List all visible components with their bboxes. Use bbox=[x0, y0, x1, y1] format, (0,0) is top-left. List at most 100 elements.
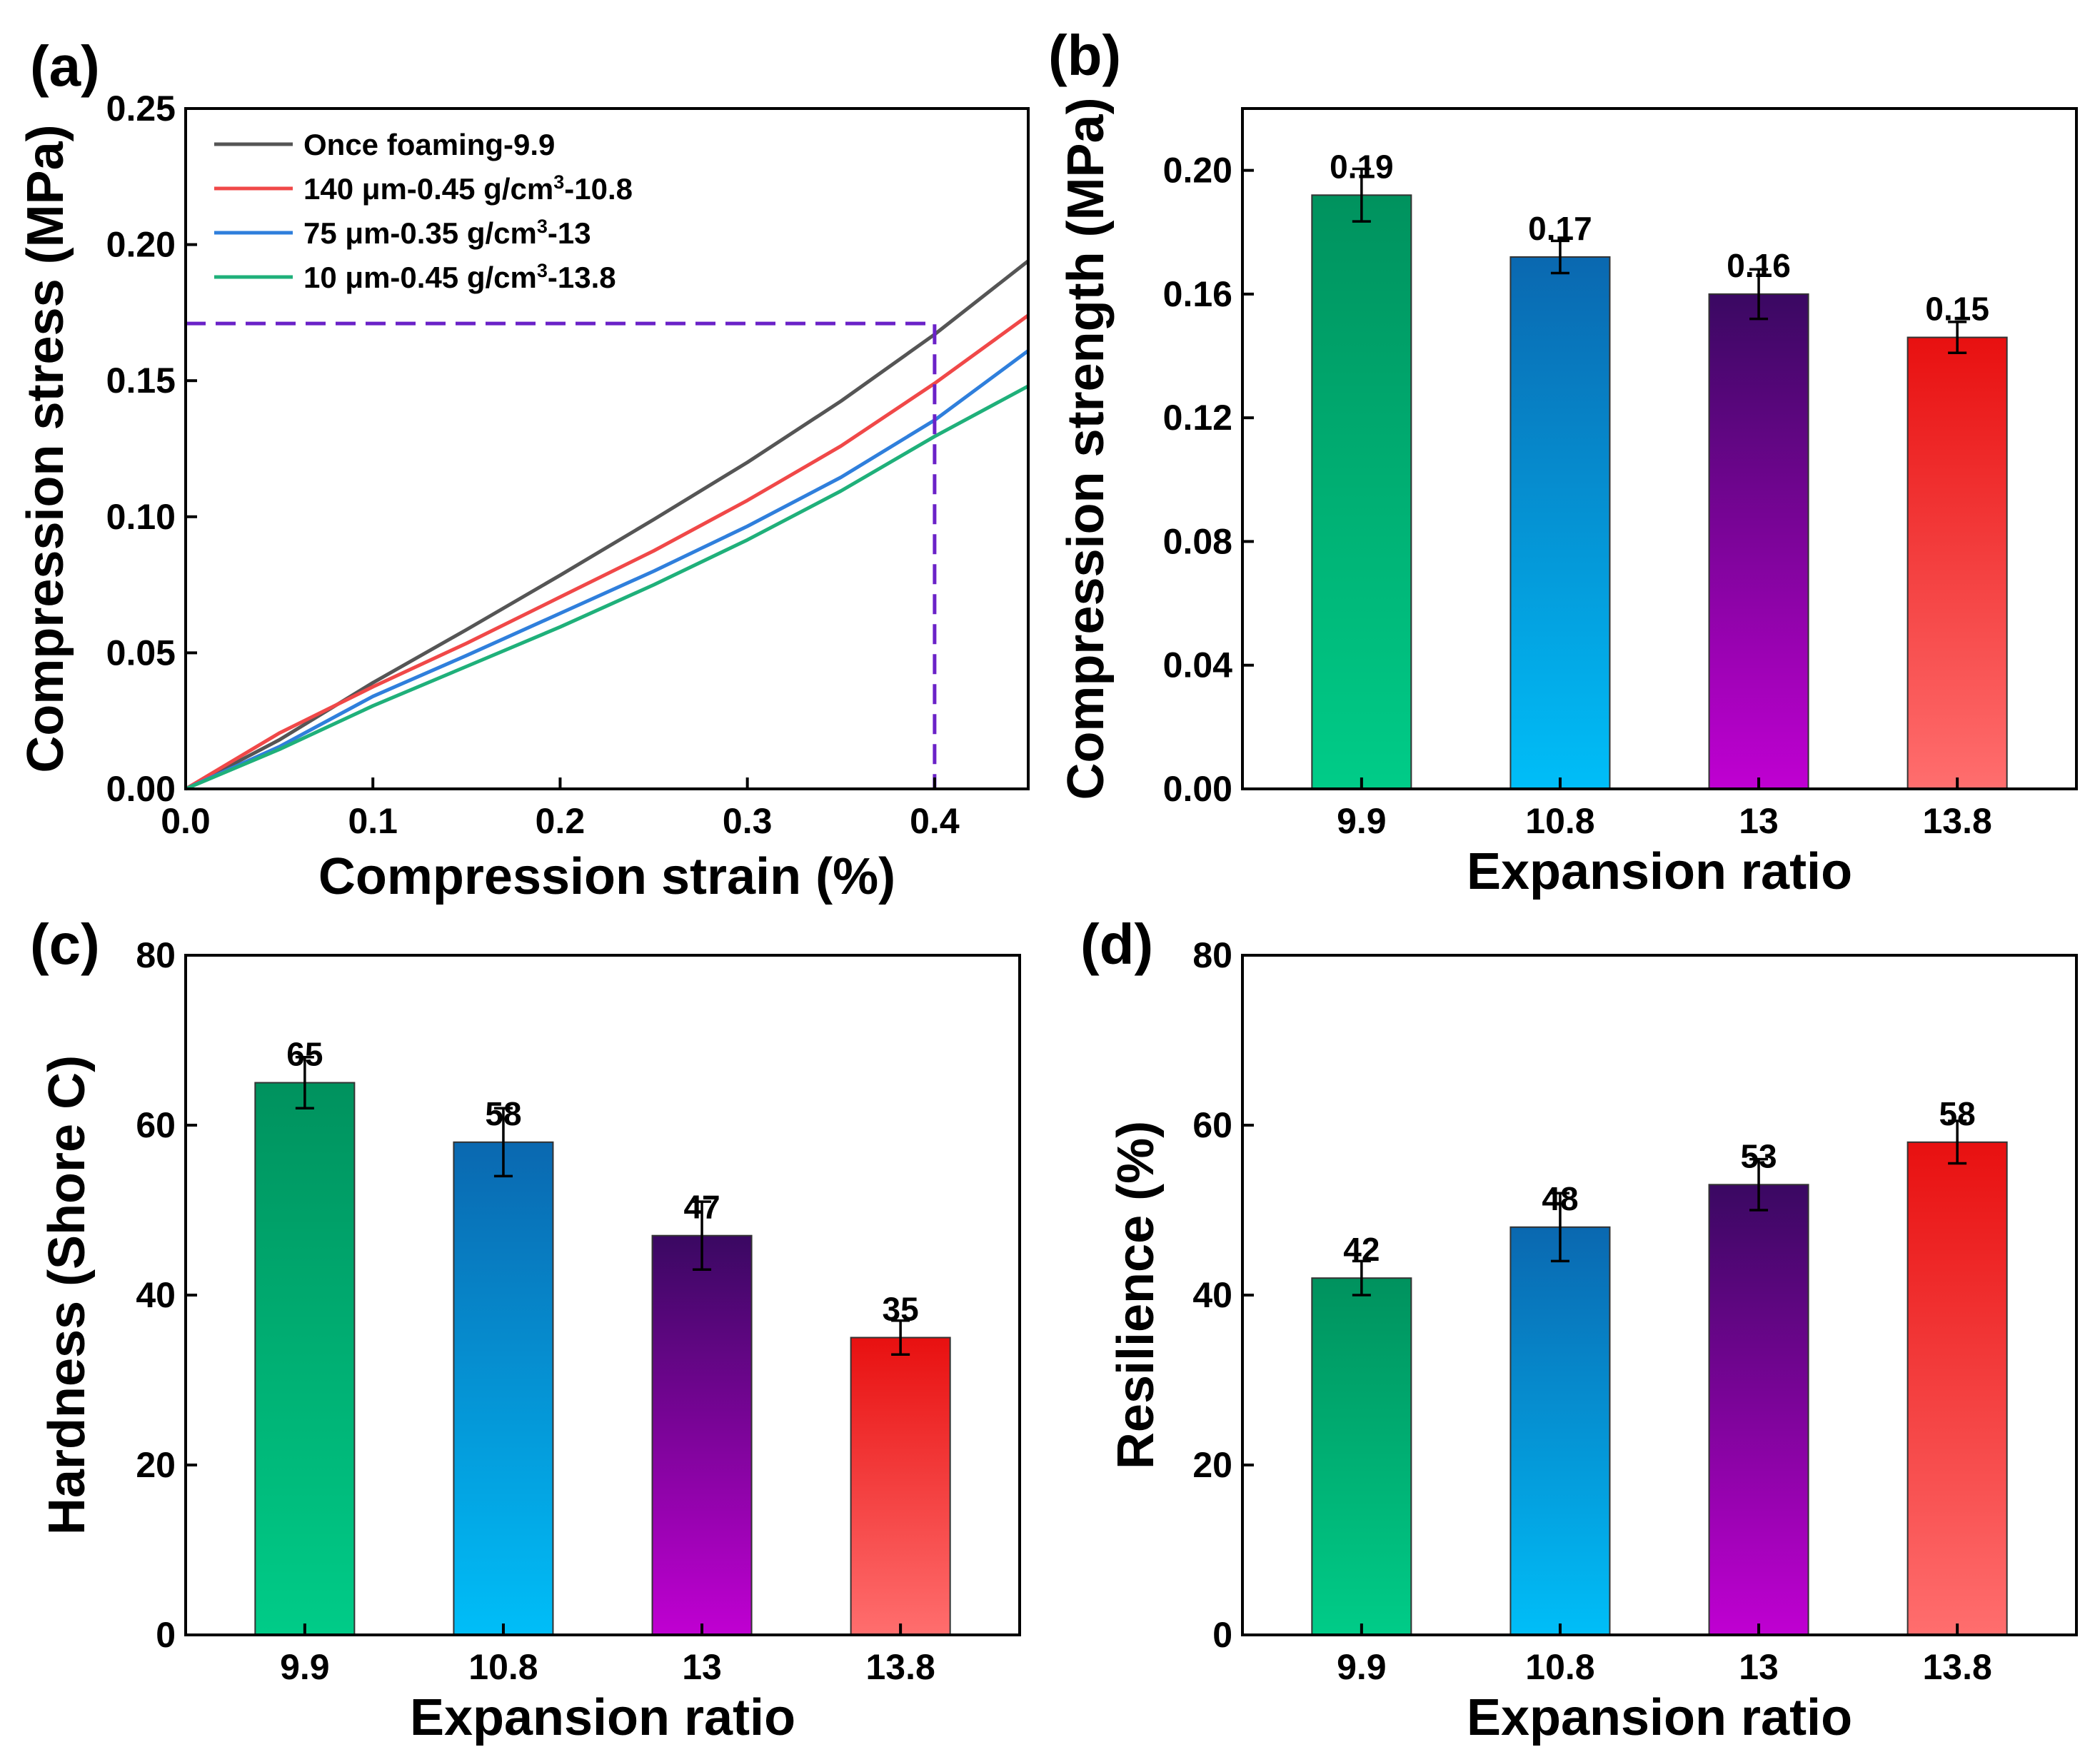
legend-label-4: 10 μm-0.45 g/cm3-13.8 bbox=[303, 260, 616, 294]
legend: Once foaming-9.9 140 μm-0.45 g/cm3-10.8 75… bbox=[214, 128, 633, 294]
panel-c-xtick-label: 13.8 bbox=[865, 1647, 935, 1687]
series-line-3 bbox=[184, 349, 1030, 791]
panel-b-xtick-label: 13 bbox=[1739, 801, 1779, 841]
panel-b-xtick-label: 13.8 bbox=[1922, 801, 1991, 841]
value-label: 0.19 bbox=[1330, 148, 1394, 185]
bar-13 bbox=[651, 1234, 753, 1636]
panel-d-letter: (d) bbox=[1080, 912, 1153, 976]
panel-c-xtick-label: 10.8 bbox=[468, 1647, 538, 1687]
error-bar bbox=[493, 1107, 513, 1178]
panel-a-xtick-label: 0.4 bbox=[910, 801, 960, 841]
panel-c-xtick-label: 9.9 bbox=[280, 1647, 330, 1687]
bar-10-8 bbox=[1509, 256, 1611, 790]
series-line-1 bbox=[184, 259, 1030, 791]
panel-d-xtick-label: 13 bbox=[1739, 1647, 1779, 1687]
series-line-2 bbox=[184, 313, 1030, 791]
panel-c-ytick-label: 0 bbox=[156, 1615, 176, 1655]
error-bar bbox=[693, 1200, 712, 1272]
error-bar bbox=[1948, 1119, 1967, 1165]
panel-d-xtick-label: 13.8 bbox=[1922, 1647, 1991, 1687]
panel-a-ytick-label: 0.00 bbox=[106, 769, 176, 809]
value-label: 42 bbox=[1343, 1231, 1380, 1268]
panel-c-letter: (c) bbox=[30, 912, 100, 976]
value-label: 53 bbox=[1740, 1137, 1777, 1174]
bar-13 bbox=[1708, 293, 1809, 790]
panel-b-ytick-label: 0.08 bbox=[1163, 521, 1232, 561]
panel-b-axes-frame bbox=[1241, 107, 2078, 790]
panel-d-ytick-label: 40 bbox=[1192, 1275, 1232, 1315]
panel-b-ytick-label: 0.12 bbox=[1163, 398, 1232, 438]
panel-b-letter: (b) bbox=[1048, 24, 1121, 87]
bar-13-8 bbox=[1906, 336, 2008, 790]
bar-13 bbox=[1708, 1184, 1809, 1636]
value-label: 48 bbox=[1542, 1180, 1578, 1217]
panel-c-ytick-label: 20 bbox=[136, 1445, 176, 1485]
error-bar bbox=[1749, 1157, 1769, 1212]
panel-a-xtick-label: 0.3 bbox=[723, 801, 773, 841]
panel-d-ytick-label: 60 bbox=[1192, 1105, 1232, 1145]
panel-b-xlabel: Expansion ratio bbox=[1467, 843, 1852, 900]
panel-b-ytick-label: 0.20 bbox=[1163, 151, 1232, 191]
panel-c: 65 9.9 58 10.8 47 13 35 13.8 0 20 40 60 80 (c) Expansi… bbox=[30, 912, 1021, 1746]
panel-a-ylabel: Compression stress (MPa) bbox=[17, 124, 74, 772]
panel-a-ytick-label: 0.15 bbox=[106, 361, 176, 401]
guide-dashed-line bbox=[186, 321, 937, 789]
bar-9-9 bbox=[1311, 194, 1412, 790]
panel-a-xtick-label: 0.1 bbox=[348, 801, 398, 841]
error-bar bbox=[1352, 1259, 1371, 1297]
value-label: 35 bbox=[883, 1291, 919, 1328]
panel-b-ytick-label: 0.00 bbox=[1163, 769, 1232, 809]
panel-d-ylabel: Resilience (%) bbox=[1107, 1121, 1165, 1469]
panel-a-ytick-label: 0.20 bbox=[106, 225, 176, 265]
series-line-4 bbox=[185, 384, 1030, 791]
value-label: 58 bbox=[485, 1095, 521, 1132]
value-label: 47 bbox=[683, 1189, 720, 1226]
panel-d-ytick-label: 0 bbox=[1212, 1615, 1232, 1655]
panel-a-ytick-label: 0.10 bbox=[106, 497, 176, 537]
error-bar bbox=[295, 1056, 314, 1109]
legend-label-1: Once foaming-9.9 bbox=[303, 128, 555, 161]
panel-b-xtick-label: 9.9 bbox=[1337, 801, 1387, 841]
panel-d-xlabel: Expansion ratio bbox=[1467, 1689, 1852, 1746]
panel-c-xtick-label: 13 bbox=[682, 1647, 722, 1687]
panel-b-xtick-label: 10.8 bbox=[1525, 801, 1594, 841]
error-bar bbox=[891, 1319, 910, 1356]
bar-9-9 bbox=[254, 1082, 356, 1636]
panel-a-xtick-label: 0.2 bbox=[536, 801, 586, 841]
bar-10-8 bbox=[453, 1141, 554, 1636]
panel-b-ytick-label: 0.04 bbox=[1163, 645, 1233, 685]
panel-c-ytick-label: 40 bbox=[136, 1275, 176, 1315]
panel-c-ylabel: Hardness (Shore C) bbox=[39, 1055, 96, 1535]
legend-label-3: 75 μm-0.35 g/cm3-13 bbox=[303, 216, 591, 250]
panel-d: 42 9.9 48 10.8 53 13 58 13.8 0 20 40 60 80 (d) Expansi… bbox=[1080, 912, 2078, 1746]
panel-c-xlabel: Expansion ratio bbox=[410, 1689, 795, 1746]
panel-b-ytick-label: 0.16 bbox=[1163, 274, 1232, 314]
panel-a-axes-frame bbox=[184, 107, 1030, 790]
panel-d-xtick-label: 9.9 bbox=[1337, 1647, 1387, 1687]
bar-13-8 bbox=[1906, 1141, 2008, 1636]
value-label: 0.15 bbox=[1925, 291, 1989, 328]
panel-a-xlabel: Compression strain (%) bbox=[318, 848, 895, 905]
value-label: 58 bbox=[1939, 1095, 1976, 1132]
panel-b-ylabel: Compression strength (MPa) bbox=[1057, 97, 1115, 800]
panel-c-ytick-label: 80 bbox=[136, 935, 176, 975]
legend-label-2: 140 μm-0.45 g/cm3-10.8 bbox=[303, 171, 633, 206]
error-bar bbox=[1550, 239, 1569, 275]
error-bar bbox=[1550, 1192, 1569, 1263]
panel-b: 0.19 9.9 0.17 10.8 0.16 13 0.15 13.8 0.00 0.04 0.0… bbox=[1048, 24, 2078, 900]
value-label: 0.17 bbox=[1528, 210, 1592, 247]
panel-a: 0.0 0.1 0.2 0.3 0.4 0.00 0.05 0.10 0.15 0.20 0.25 O… bbox=[17, 34, 1030, 905]
value-label: 65 bbox=[286, 1036, 323, 1073]
error-bar bbox=[1749, 268, 1769, 321]
panel-a-xtick-label: 0.0 bbox=[161, 801, 211, 841]
value-label: 0.16 bbox=[1727, 247, 1791, 284]
error-bar bbox=[1948, 321, 1967, 354]
error-bar bbox=[1352, 167, 1371, 223]
panel-c-ytick-label: 60 bbox=[136, 1105, 176, 1145]
panel-d-ytick-label: 80 bbox=[1192, 935, 1232, 975]
panel-d-xtick-label: 10.8 bbox=[1525, 1647, 1594, 1687]
panel-a-ytick-label: 0.25 bbox=[106, 89, 176, 129]
bar-10-8 bbox=[1509, 1226, 1611, 1636]
bar-9-9 bbox=[1311, 1277, 1412, 1636]
